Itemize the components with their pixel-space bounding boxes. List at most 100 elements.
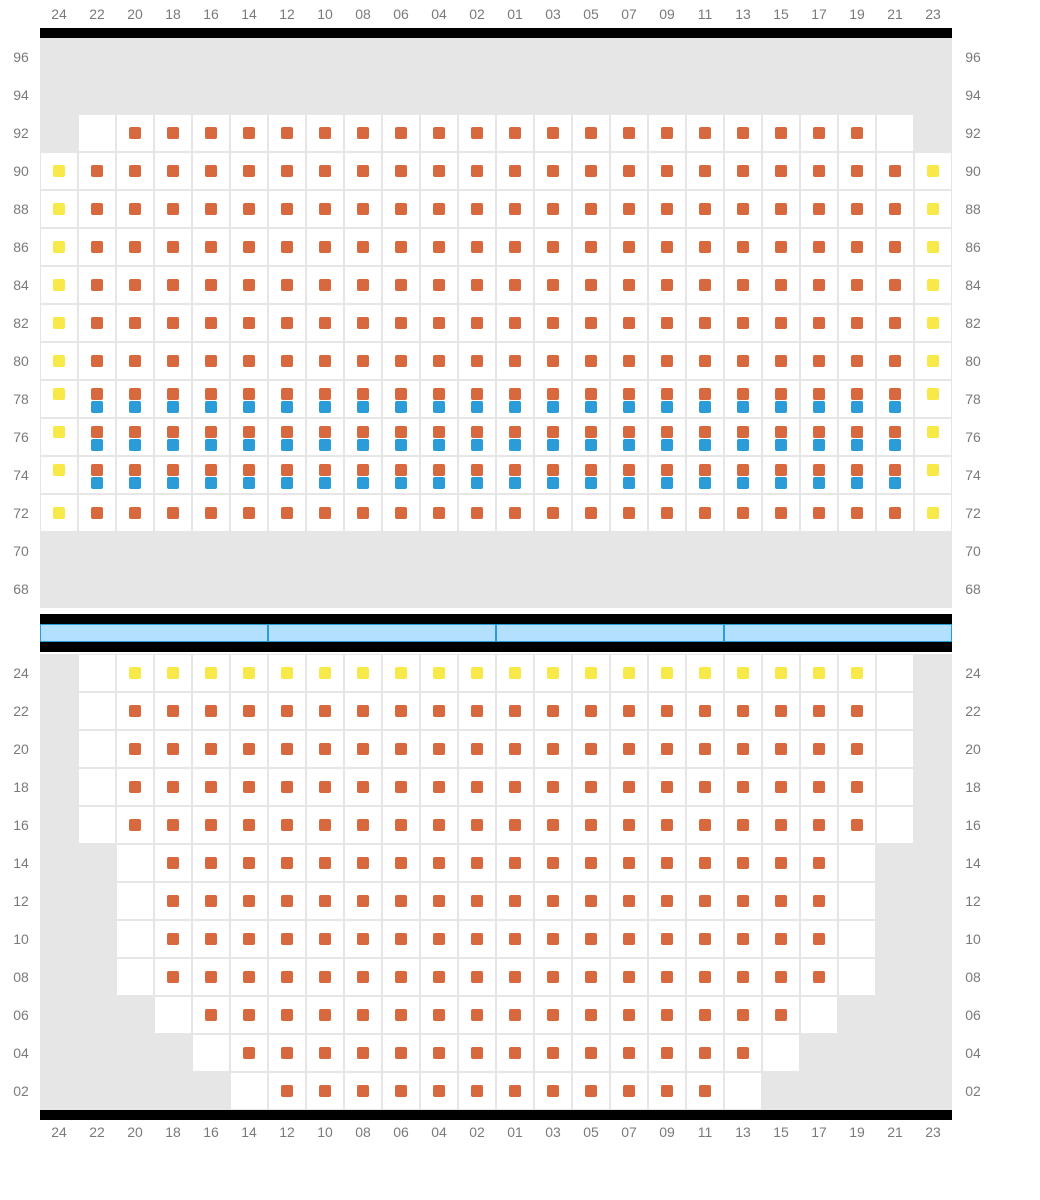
seat-cell[interactable] <box>192 342 230 380</box>
seat-cell[interactable] <box>192 228 230 266</box>
seat-cell[interactable] <box>116 152 154 190</box>
seat-cell[interactable] <box>534 730 572 768</box>
seat-cell[interactable] <box>610 304 648 342</box>
seat-cell[interactable] <box>230 730 268 768</box>
seat-cell[interactable] <box>154 342 192 380</box>
seat-cell[interactable] <box>344 304 382 342</box>
seat-cell[interactable] <box>762 190 800 228</box>
seat-cell[interactable] <box>78 266 116 304</box>
seat-cell[interactable] <box>344 768 382 806</box>
seat-cell[interactable] <box>40 456 78 494</box>
seat-cell[interactable] <box>382 654 420 692</box>
seat-cell[interactable] <box>306 654 344 692</box>
seat-cell[interactable] <box>534 654 572 692</box>
seat-cell[interactable] <box>496 456 534 494</box>
seat-cell[interactable] <box>838 190 876 228</box>
seat-cell[interactable] <box>154 114 192 152</box>
seat-cell[interactable] <box>610 730 648 768</box>
seat-cell[interactable] <box>838 342 876 380</box>
seat-cell[interactable] <box>382 692 420 730</box>
seat-cell[interactable] <box>724 114 762 152</box>
seat-cell[interactable] <box>572 920 610 958</box>
seat-cell[interactable] <box>534 266 572 304</box>
seat-cell[interactable] <box>230 494 268 532</box>
seat-cell[interactable] <box>344 692 382 730</box>
seat-cell[interactable] <box>724 342 762 380</box>
seat-cell[interactable] <box>838 654 876 692</box>
seat-cell[interactable] <box>458 806 496 844</box>
seat-cell[interactable] <box>914 152 952 190</box>
seat-cell[interactable] <box>192 768 230 806</box>
seat-cell[interactable] <box>572 304 610 342</box>
seat-cell[interactable] <box>78 806 116 844</box>
seat-cell[interactable] <box>648 692 686 730</box>
seat-cell[interactable] <box>686 152 724 190</box>
seat-cell[interactable] <box>268 380 306 418</box>
seat-cell[interactable] <box>230 266 268 304</box>
seat-cell[interactable] <box>268 304 306 342</box>
seat-cell[interactable] <box>838 730 876 768</box>
seat-cell[interactable] <box>306 958 344 996</box>
seat-cell[interactable] <box>876 190 914 228</box>
seat-cell[interactable] <box>838 456 876 494</box>
seat-cell[interactable] <box>306 494 344 532</box>
seat-cell[interactable] <box>572 1034 610 1072</box>
seat-cell[interactable] <box>230 228 268 266</box>
seat-cell[interactable] <box>496 996 534 1034</box>
seat-cell[interactable] <box>838 418 876 456</box>
seat-cell[interactable] <box>78 456 116 494</box>
seat-cell[interactable] <box>458 730 496 768</box>
seat-cell[interactable] <box>572 152 610 190</box>
seat-cell[interactable] <box>610 844 648 882</box>
seat-cell[interactable] <box>306 844 344 882</box>
seat-cell[interactable] <box>572 228 610 266</box>
seat-cell[interactable] <box>458 228 496 266</box>
seat-cell[interactable] <box>534 380 572 418</box>
seat-cell[interactable] <box>572 494 610 532</box>
seat-cell[interactable] <box>154 806 192 844</box>
seat-cell[interactable] <box>686 228 724 266</box>
seat-cell[interactable] <box>306 228 344 266</box>
seat-cell[interactable] <box>534 228 572 266</box>
seat-cell[interactable] <box>420 152 458 190</box>
seat-cell[interactable] <box>762 342 800 380</box>
seat-cell[interactable] <box>534 920 572 958</box>
seat-cell[interactable] <box>496 1034 534 1072</box>
seat-cell[interactable] <box>914 494 952 532</box>
seat-cell[interactable] <box>572 958 610 996</box>
seat-cell[interactable] <box>800 692 838 730</box>
seat-cell[interactable] <box>420 494 458 532</box>
seat-cell[interactable] <box>306 1034 344 1072</box>
seat-cell[interactable] <box>876 342 914 380</box>
seat-cell[interactable] <box>534 114 572 152</box>
seat-cell[interactable] <box>458 844 496 882</box>
seat-cell[interactable] <box>268 456 306 494</box>
seat-cell[interactable] <box>800 730 838 768</box>
seat-cell[interactable] <box>800 418 838 456</box>
seat-cell[interactable] <box>838 494 876 532</box>
seat-cell[interactable] <box>420 958 458 996</box>
seat-cell[interactable] <box>344 882 382 920</box>
seat-cell[interactable] <box>534 342 572 380</box>
seat-cell[interactable] <box>382 1034 420 1072</box>
seat-cell[interactable] <box>40 494 78 532</box>
seat-cell[interactable] <box>344 152 382 190</box>
seat-cell[interactable] <box>686 342 724 380</box>
seat-cell[interactable] <box>268 844 306 882</box>
seat-cell[interactable] <box>268 1034 306 1072</box>
seat-cell[interactable] <box>800 494 838 532</box>
seat-cell[interactable] <box>610 266 648 304</box>
seat-cell[interactable] <box>534 1034 572 1072</box>
seat-cell[interactable] <box>534 304 572 342</box>
seat-cell[interactable] <box>192 958 230 996</box>
seat-cell[interactable] <box>268 958 306 996</box>
seat-cell[interactable] <box>344 920 382 958</box>
seat-cell[interactable] <box>838 806 876 844</box>
seat-cell[interactable] <box>610 768 648 806</box>
seat-cell[interactable] <box>686 266 724 304</box>
seat-cell[interactable] <box>458 1072 496 1110</box>
seat-cell[interactable] <box>914 342 952 380</box>
seat-cell[interactable] <box>268 806 306 844</box>
seat-cell[interactable] <box>306 342 344 380</box>
seat-cell[interactable] <box>686 654 724 692</box>
